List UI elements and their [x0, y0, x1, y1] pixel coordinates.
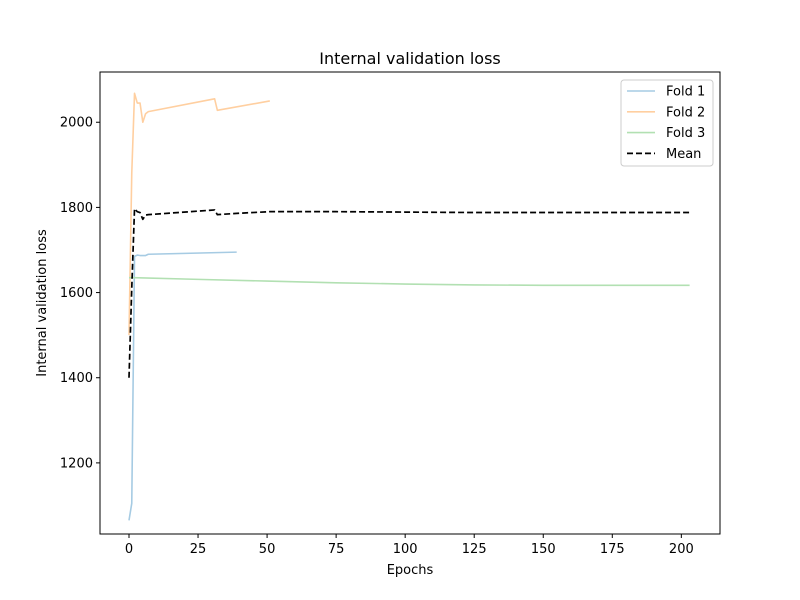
legend-label: Fold 1 — [666, 85, 705, 100]
series-line-fold-2 — [128, 92, 270, 336]
x-axis-label: Epochs — [387, 563, 434, 578]
x-tick-label: 200 — [669, 542, 694, 557]
x-tick-label: 75 — [328, 542, 345, 557]
x-tick-label: 50 — [259, 542, 276, 557]
x-tick-label: 150 — [531, 542, 556, 557]
series-line-mean — [128, 207, 690, 378]
x-tick-label: 125 — [462, 542, 487, 557]
series-line-fold-1 — [128, 251, 237, 521]
x-tick-label: 100 — [393, 542, 418, 557]
legend-label: Fold 3 — [666, 126, 705, 141]
plot-area — [100, 72, 720, 534]
y-axis: 1200 1400 1600 1800 2000 — [60, 116, 100, 471]
series-layer — [128, 92, 690, 521]
y-tick-label: 1200 — [60, 456, 93, 471]
legend-frame — [620, 79, 714, 167]
y-tick-label: 2000 — [60, 116, 93, 131]
x-tick-label: 25 — [190, 542, 207, 557]
chart-title: Internal validation loss — [319, 49, 501, 68]
legend-label: Fold 2 — [666, 105, 705, 120]
legend: Fold 1 Fold 2 Fold 3 Mean — [620, 79, 714, 167]
plot-frame — [99, 71, 721, 535]
y-tick-label: 1800 — [60, 201, 93, 216]
x-tick-label: 0 — [125, 542, 133, 557]
legend-label: Mean — [666, 147, 701, 162]
y-tick-label: 1400 — [60, 371, 93, 386]
x-tick-label: 175 — [600, 542, 625, 557]
x-axis: 0 25 50 75 100 125 150 175 200 — [125, 534, 694, 557]
series-line-fold-3 — [129, 276, 690, 287]
y-tick-label: 1600 — [60, 286, 93, 301]
y-axis-label: Internal validation loss — [35, 229, 50, 377]
